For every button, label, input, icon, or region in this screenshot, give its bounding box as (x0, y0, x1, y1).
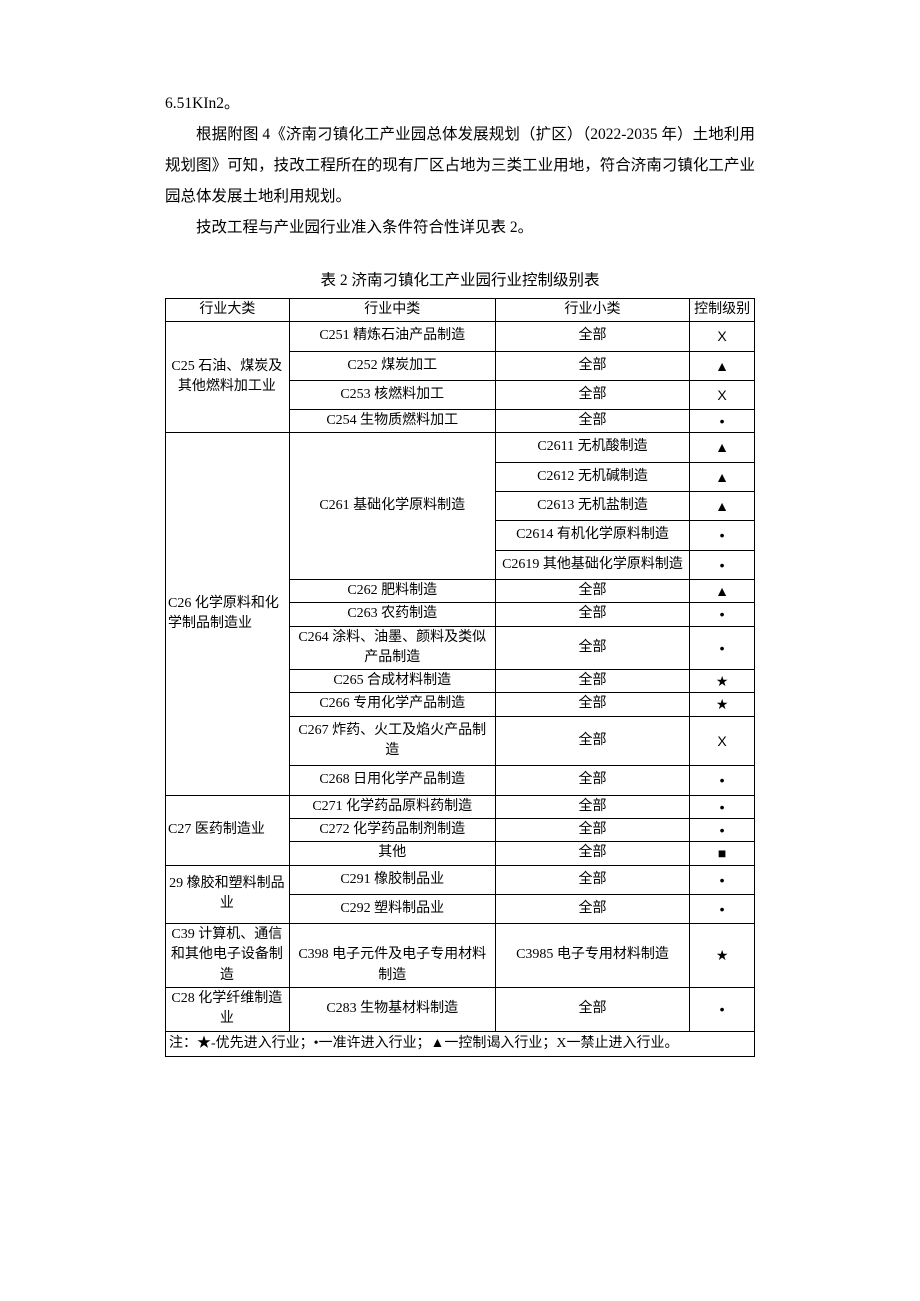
cell-sub: 全部 (495, 410, 689, 433)
cell-mid: C261 基础化学原料制造 (289, 433, 495, 579)
cell-level: ▲ (690, 492, 755, 521)
cell-major: C39 计算机、通信和其他电子设备制造 (166, 924, 290, 988)
table-row: C26 化学原料和化学制品制造业 C261 基础化学原料制造 C2611 无机酸… (166, 433, 755, 462)
cell-mid: C265 合成材料制造 (289, 670, 495, 693)
cell-mid: C252 煤炭加工 (289, 351, 495, 380)
table-row: C39 计算机、通信和其他电子设备制造 C398 电子元件及电子专用材料制造 C… (166, 924, 755, 988)
table-row: C27 医药制造业 C271 化学药品原料药制造 全部 • (166, 795, 755, 818)
cell-sub: C2612 无机碱制造 (495, 462, 689, 491)
cell-level: • (690, 410, 755, 433)
cell-level: X (690, 380, 755, 409)
cell-sub: 全部 (495, 795, 689, 818)
cell-sub: C2613 无机盐制造 (495, 492, 689, 521)
cell-sub: C2619 其他基础化学原料制造 (495, 550, 689, 579)
cell-sub: C3985 电子专用材料制造 (495, 924, 689, 988)
industry-control-table: 行业大类 行业中类 行业小类 控制级别 C25 石油、煤炭及其他燃料加工业 C2… (165, 298, 755, 1057)
cell-level: ▲ (690, 351, 755, 380)
cell-sub: 全部 (495, 766, 689, 795)
cell-sub: 全部 (495, 351, 689, 380)
cell-level: ★ (690, 924, 755, 988)
paragraph-body-1: 根据附图 4《济南刁镇化工产业园总体发展规划（扩区）（2022-2035 年）土… (165, 119, 755, 212)
header-category-mid: 行业中类 (289, 299, 495, 322)
cell-major: 29 橡胶和塑料制品业 (166, 865, 290, 924)
header-control-level: 控制级别 (690, 299, 755, 322)
cell-major: C28 化学纤维制造业 (166, 988, 290, 1032)
table-row: C28 化学纤维制造业 C283 生物基材料制造 全部 • (166, 988, 755, 1032)
cell-level: X (690, 716, 755, 766)
cell-mid: C251 精炼石油产品制造 (289, 322, 495, 351)
cell-sub: 全部 (495, 603, 689, 626)
cell-mid: C398 电子元件及电子专用材料制造 (289, 924, 495, 988)
cell-sub: 全部 (495, 988, 689, 1032)
cell-mid: C291 橡胶制品业 (289, 865, 495, 894)
cell-mid: C272 化学药品制剂制造 (289, 818, 495, 841)
table-caption: 表 2 济南刁镇化工产业园行业控制级别表 (165, 265, 755, 296)
cell-sub: C2611 无机酸制造 (495, 433, 689, 462)
cell-sub: 全部 (495, 380, 689, 409)
cell-sub: 全部 (495, 626, 689, 670)
cell-level: • (690, 603, 755, 626)
cell-sub: 全部 (495, 818, 689, 841)
cell-mid: C262 肥料制造 (289, 579, 495, 602)
table-row: 29 橡胶和塑料制品业 C291 橡胶制品业 全部 • (166, 865, 755, 894)
cell-mid: C254 生物质燃料加工 (289, 410, 495, 433)
cell-sub: 全部 (495, 894, 689, 923)
paragraph-lead: 6.51KIn2。 (165, 88, 755, 119)
cell-level: ▲ (690, 433, 755, 462)
cell-sub: 全部 (495, 693, 689, 716)
cell-level: • (690, 988, 755, 1032)
cell-major: C27 医药制造业 (166, 795, 290, 865)
table-footnote-row: 注：★-优先进入行业；•一准许进入行业；▲一控制谒入行业；X一禁止进入行业。 (166, 1031, 755, 1056)
table-header-row: 行业大类 行业中类 行业小类 控制级别 (166, 299, 755, 322)
cell-mid: C292 塑料制品业 (289, 894, 495, 923)
header-category-minor: 行业小类 (495, 299, 689, 322)
cell-major: C26 化学原料和化学制品制造业 (166, 433, 290, 795)
cell-sub: 全部 (495, 842, 689, 865)
cell-mid: C253 核燃料加工 (289, 380, 495, 409)
cell-major: C25 石油、煤炭及其他燃料加工业 (166, 322, 290, 433)
cell-mid: C264 涂料、油墨、颜料及类似产品制造 (289, 626, 495, 670)
cell-sub: 全部 (495, 670, 689, 693)
cell-mid: C271 化学药品原料药制造 (289, 795, 495, 818)
cell-sub: C2614 有机化学原料制造 (495, 521, 689, 550)
cell-level: • (690, 626, 755, 670)
cell-level: ★ (690, 670, 755, 693)
cell-mid: C268 日用化学产品制造 (289, 766, 495, 795)
cell-level: ■ (690, 842, 755, 865)
cell-level: ▲ (690, 462, 755, 491)
cell-level: • (690, 521, 755, 550)
cell-mid: 其他 (289, 842, 495, 865)
cell-sub: 全部 (495, 322, 689, 351)
cell-sub: 全部 (495, 716, 689, 766)
cell-level: ★ (690, 693, 755, 716)
cell-level: • (690, 865, 755, 894)
cell-mid: C263 农药制造 (289, 603, 495, 626)
cell-mid: C283 生物基材料制造 (289, 988, 495, 1032)
cell-level: • (690, 818, 755, 841)
table-row: C25 石油、煤炭及其他燃料加工业 C251 精炼石油产品制造 全部 X (166, 322, 755, 351)
cell-level: • (690, 894, 755, 923)
cell-sub: 全部 (495, 865, 689, 894)
cell-mid: C267 炸药、火工及焰火产品制造 (289, 716, 495, 766)
table-footnote: 注：★-优先进入行业；•一准许进入行业；▲一控制谒入行业；X一禁止进入行业。 (166, 1031, 755, 1056)
cell-mid: C266 专用化学产品制造 (289, 693, 495, 716)
cell-level: • (690, 766, 755, 795)
header-category-major: 行业大类 (166, 299, 290, 322)
cell-level: • (690, 550, 755, 579)
cell-sub: 全部 (495, 579, 689, 602)
cell-level: • (690, 795, 755, 818)
cell-level: ▲ (690, 579, 755, 602)
paragraph-body-2: 技改工程与产业园行业准入条件符合性详见表 2。 (165, 212, 755, 243)
cell-level: X (690, 322, 755, 351)
